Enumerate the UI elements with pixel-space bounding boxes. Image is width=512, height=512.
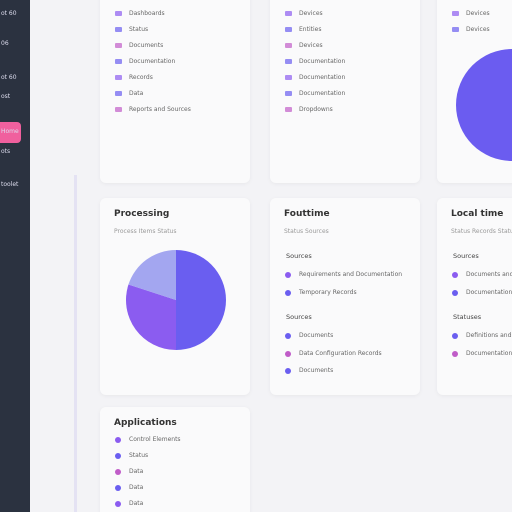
list-item[interactable]: Documentation <box>466 288 512 296</box>
item-icon <box>285 59 292 64</box>
list-item[interactable]: Data <box>129 468 144 475</box>
list-item[interactable]: Reports and Sources <box>129 106 191 113</box>
card-title: Fouttime <box>284 209 330 219</box>
list-item[interactable]: Documentation <box>299 90 346 97</box>
card: Dashboards Status Documents Documentation Re… <box>100 0 250 183</box>
list-item[interactable]: Documentation and Data <box>466 349 512 357</box>
list-item[interactable]: Devices <box>299 10 323 17</box>
nav-item[interactable]: ots <box>1 148 11 155</box>
nav-item[interactable]: ot 60 <box>1 74 17 81</box>
item-icon <box>452 333 458 339</box>
item-icon <box>115 501 121 507</box>
list-item[interactable]: Documentation <box>129 58 176 65</box>
list-item[interactable]: Data Configuration Records <box>299 349 382 357</box>
nav-item[interactable]: Home <box>1 128 19 135</box>
item-icon <box>285 107 292 112</box>
card: Applications Control Elements Status Data Da… <box>100 407 250 512</box>
list-item[interactable]: Definitions and Records <box>466 332 512 339</box>
list-item[interactable]: Control Elements <box>129 436 181 443</box>
list-item[interactable]: Entities <box>299 26 322 33</box>
section-heading: Sources <box>453 252 479 260</box>
item-icon <box>285 43 292 48</box>
item-icon <box>285 75 292 80</box>
list-item[interactable]: Data <box>129 484 144 491</box>
item-icon <box>452 350 458 357</box>
card: Fouttime Status Sources Sources Requirement… <box>270 198 420 395</box>
item-icon <box>115 11 122 16</box>
item-icon <box>285 91 292 96</box>
list-item[interactable]: Dashboards <box>129 10 165 17</box>
list-item[interactable]: Devices <box>466 10 490 17</box>
list-item[interactable]: Dropdowns <box>299 106 333 113</box>
nav-item[interactable]: toolet <box>1 181 19 188</box>
card-subtitle: Status Sources <box>284 228 329 235</box>
list-item[interactable]: Requirements and Documentation <box>299 271 403 278</box>
item-icon <box>115 453 121 459</box>
card: Devices Entities Devices Documentation Docum… <box>270 0 420 183</box>
list-item[interactable]: Documents <box>299 332 334 339</box>
list-item[interactable]: Devices <box>299 42 323 49</box>
item-icon <box>115 75 122 80</box>
section-heading: Statuses <box>453 313 482 321</box>
divider <box>74 175 77 512</box>
item-icon <box>115 91 122 96</box>
item-icon <box>115 59 122 64</box>
list-item[interactable]: Data <box>129 90 144 97</box>
card: Local time Status Records Status Sources Do… <box>437 198 512 395</box>
pie-chart <box>126 250 226 350</box>
card: Devices Devices <box>437 0 512 183</box>
list-item[interactable]: Records <box>129 74 153 81</box>
item-icon <box>115 107 122 112</box>
item-icon <box>115 469 121 475</box>
item-icon <box>452 272 458 278</box>
pie-slice <box>456 49 512 161</box>
card-title: Applications <box>114 418 177 428</box>
item-icon <box>285 368 291 374</box>
pie-slice <box>176 250 226 350</box>
card-title: Local time <box>451 209 504 219</box>
list-item[interactable]: Documentation <box>299 74 346 81</box>
nav-item[interactable]: ot 60 <box>1 10 17 17</box>
item-icon <box>452 289 458 296</box>
item-icon <box>115 43 122 48</box>
list-item[interactable]: Temporary Records <box>299 288 357 296</box>
item-icon <box>285 333 291 339</box>
item-icon <box>115 485 121 491</box>
nav-item[interactable]: 06 <box>1 40 9 47</box>
nav-item[interactable]: ost <box>1 93 11 100</box>
section-heading: Sources <box>286 313 312 321</box>
item-icon <box>452 27 459 32</box>
sidebar: ot 60 06 ot 60 ost Home ots toolet <box>0 0 30 512</box>
item-icon <box>285 27 292 32</box>
list-item[interactable]: Data <box>129 500 144 507</box>
card-subtitle: Status Records Status <box>451 228 512 235</box>
pie-slice <box>126 284 176 350</box>
list-item[interactable]: Documentation <box>299 58 346 65</box>
item-icon <box>285 272 291 278</box>
item-icon <box>115 437 121 443</box>
active-nav-bg[interactable] <box>0 122 21 143</box>
list-item[interactable]: Status <box>129 26 149 33</box>
item-icon <box>115 27 122 32</box>
item-icon <box>452 11 459 16</box>
pie-slice <box>128 250 176 300</box>
list-item[interactable]: Documents <box>299 367 334 374</box>
list-item[interactable]: Devices <box>466 26 490 33</box>
list-item[interactable]: Documents <box>129 42 164 49</box>
card-subtitle: Process Items Status <box>114 228 177 235</box>
card-title: Processing <box>114 209 170 219</box>
section-heading: Sources <box>286 252 312 260</box>
list-item[interactable]: Documents and Records <box>466 271 512 278</box>
item-icon <box>285 350 291 357</box>
list-item[interactable]: Status <box>129 452 149 459</box>
pie-chart <box>456 49 512 161</box>
card: Processing Process Items Status <box>100 198 250 395</box>
item-icon <box>285 11 292 16</box>
item-icon <box>285 289 291 296</box>
